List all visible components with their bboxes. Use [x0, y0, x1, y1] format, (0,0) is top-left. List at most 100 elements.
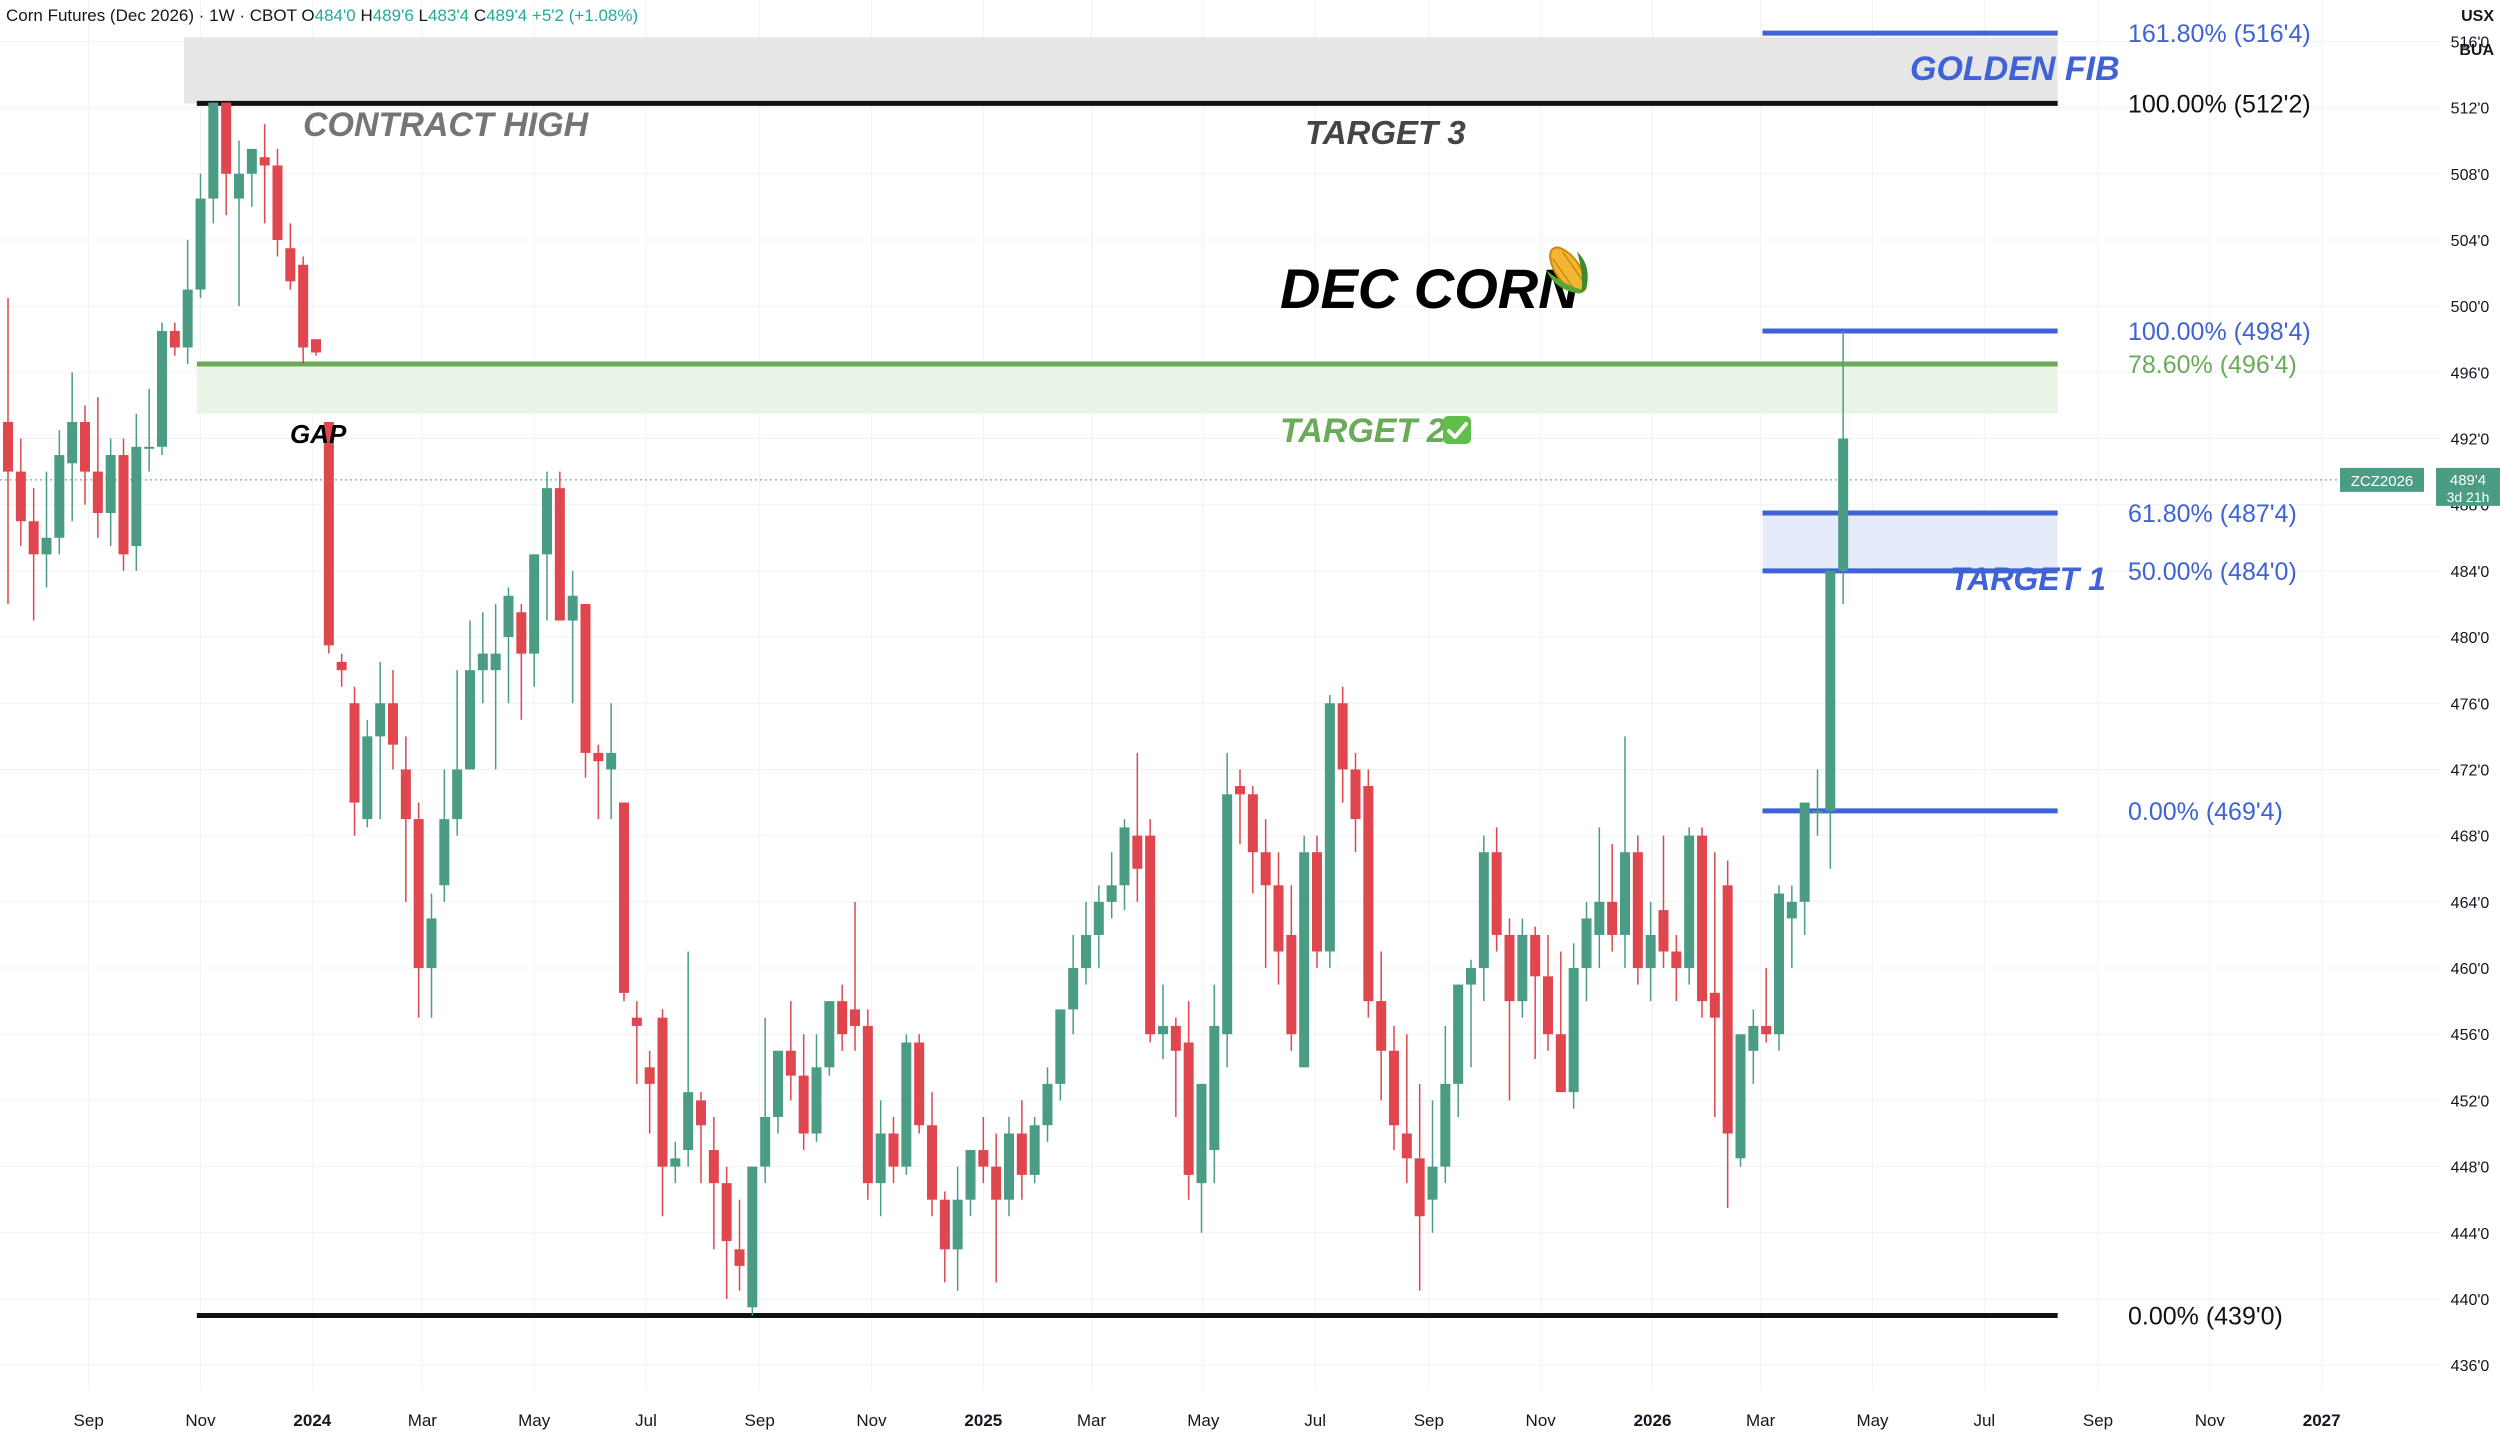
y-tick-label: 460'0	[2451, 961, 2490, 978]
x-tick-label: Mar	[1077, 1411, 1107, 1430]
price-tag-countdown: 3d 21h	[2447, 489, 2490, 505]
open-label: O	[301, 6, 315, 25]
candle-down	[1632, 852, 1643, 969]
golden-fib-label: GOLDEN FIB	[1910, 50, 2120, 88]
candle-down	[837, 1001, 848, 1035]
candle-down	[1658, 910, 1669, 952]
candle-down	[991, 1166, 1002, 1200]
candle-up	[1093, 901, 1104, 935]
candle-down	[798, 1075, 809, 1134]
candle-up	[773, 1050, 783, 1117]
fib-level-label: 0.00% (469'4)	[2128, 798, 2283, 826]
x-tick-label: May	[1187, 1411, 1220, 1430]
y-tick-label: 452'0	[2451, 1093, 2490, 1110]
zones-layer	[184, 37, 2058, 571]
x-tick-label: 2024	[293, 1411, 331, 1430]
candle-up	[54, 455, 65, 538]
candle-down	[92, 471, 103, 513]
close-label: C	[473, 6, 487, 25]
x-tick-label: Sep	[2083, 1411, 2113, 1430]
candle-up	[1324, 703, 1335, 952]
x-tick-label: 2026	[1634, 1411, 1672, 1430]
candle-up	[1645, 934, 1656, 969]
fib-level-label: 100.00% (512'2)	[2128, 90, 2311, 118]
gap-label: GAP	[290, 419, 347, 449]
y-tick-label: 496'0	[2451, 365, 2490, 382]
candle-down	[1761, 1025, 1772, 1035]
candle-down	[1504, 934, 1515, 1002]
candle-up	[67, 421, 78, 464]
price-tag-symbol-box	[2340, 467, 2424, 492]
y-tick-label: 448'0	[2451, 1160, 2490, 1177]
candle-down	[1260, 852, 1271, 886]
y-tick-label: 456'0	[2451, 1027, 2490, 1044]
candle-down	[619, 802, 629, 993]
candle-up	[1774, 893, 1784, 1035]
candle-up	[542, 488, 552, 555]
candle-up	[195, 198, 206, 290]
candle-up	[157, 330, 167, 447]
candle-up	[375, 703, 386, 737]
fib-level-label: 50.00% (484'0)	[2128, 558, 2297, 586]
x-tick-label: Mar	[408, 1411, 438, 1430]
candle-down	[311, 339, 321, 353]
high-label: H	[360, 6, 373, 25]
candle-down	[80, 421, 90, 472]
candle-up	[1106, 885, 1117, 902]
candle-up	[567, 595, 578, 621]
symbol-description: Corn Futures (Dec 2026) · 1W · CBOT	[6, 6, 297, 25]
candle-down	[323, 421, 334, 646]
x-tick-label: May	[518, 1411, 551, 1430]
candle-up	[1799, 802, 1810, 902]
candle-down	[516, 612, 527, 654]
candle-down	[1247, 794, 1258, 853]
candle-up	[439, 819, 450, 886]
candle-up	[1684, 835, 1695, 969]
measure-unit[interactable]: BUA	[2459, 42, 2494, 59]
candle-up	[1004, 1133, 1014, 1200]
candle-down	[580, 603, 591, 753]
fib-level-label: 0.00% (439'0)	[2128, 1303, 2283, 1331]
check-icon	[1443, 416, 1471, 444]
candle-up	[1838, 438, 1849, 571]
candle-down	[1376, 1001, 1387, 1051]
candle-up	[1568, 968, 1579, 1093]
candle-down	[1607, 901, 1618, 935]
candle-down	[1312, 852, 1322, 952]
candle-down	[593, 752, 604, 762]
candle-up	[1119, 827, 1130, 886]
candle-down	[862, 1025, 873, 1184]
candle-down	[1722, 885, 1733, 1134]
candle-up	[1735, 1034, 1746, 1159]
candle-down	[298, 264, 309, 348]
candle-up	[1068, 968, 1079, 1010]
x-tick-label: Jul	[635, 1411, 657, 1430]
candle-down	[1170, 1025, 1181, 1051]
candle-down	[221, 102, 232, 174]
symbol-legend[interactable]: Corn Futures (Dec 2026) · 1W · CBOT O484…	[6, 6, 638, 26]
candle-up	[1299, 852, 1310, 1068]
x-tick-label: Sep	[1414, 1411, 1444, 1430]
y-tick-label: 500'0	[2451, 299, 2490, 316]
candle-up	[1581, 918, 1592, 969]
candle-up	[529, 554, 540, 654]
currency-unit[interactable]: USX	[2461, 8, 2494, 25]
candle-up	[670, 1158, 681, 1167]
candle-up	[965, 1150, 976, 1200]
candle-down	[1145, 835, 1156, 1035]
candle-down	[349, 703, 360, 803]
y-tick-label: 472'0	[2451, 762, 2490, 779]
target2-label: TARGET 2	[1280, 412, 1446, 450]
x-tick-label: 2025	[964, 1411, 1002, 1430]
candle-up	[41, 537, 52, 555]
contract-high-label: CONTRACT HIGH	[303, 106, 590, 144]
x-tick-label: Nov	[856, 1411, 887, 1430]
y-tick-label: 444'0	[2451, 1226, 2490, 1243]
y-tick-label: 468'0	[2451, 829, 2490, 846]
candle-up	[747, 1166, 758, 1308]
candle-up	[465, 670, 475, 770]
candle-down	[3, 421, 13, 472]
